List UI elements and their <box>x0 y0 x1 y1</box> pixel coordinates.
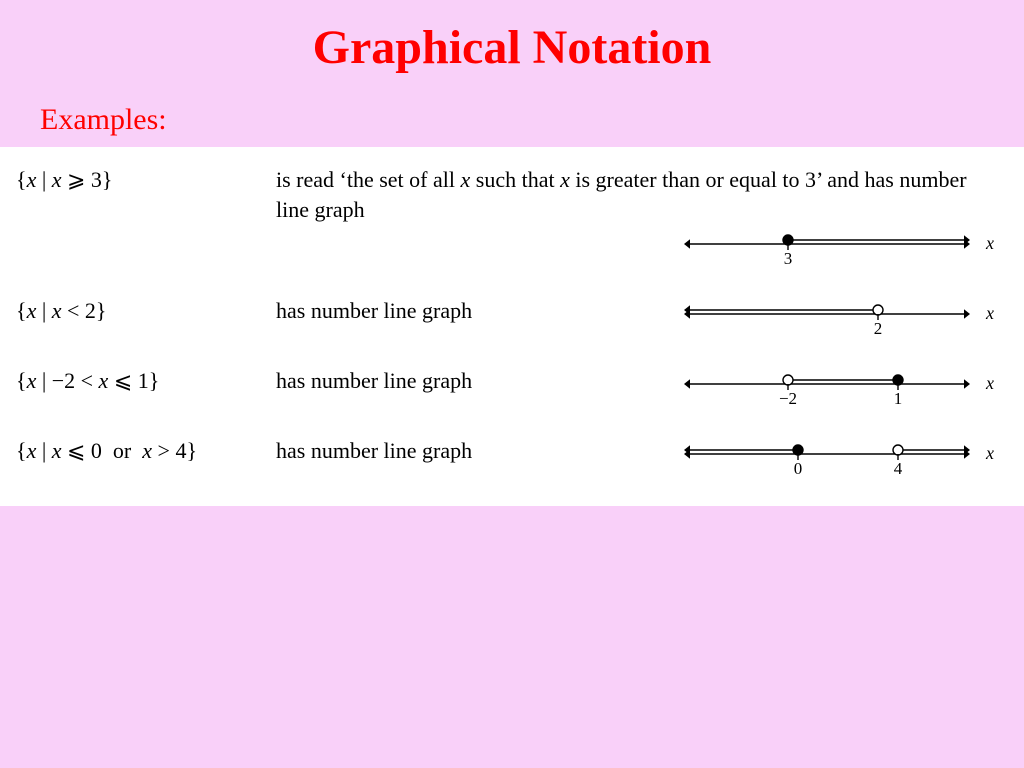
description-text: has number line graph <box>276 296 668 326</box>
description-and-graph: is read ‘the set of all x such that x is… <box>276 165 1008 276</box>
slide: Graphical Notation Examples: {x | x ⩾ 3}… <box>0 0 1024 768</box>
example-row: {x | −2 < x ⩽ 1}has number line graph −2 1… <box>16 366 1008 416</box>
set-notation: {x | x ⩾ 3} <box>16 165 276 193</box>
number-line-graph: 3x <box>668 226 1008 276</box>
svg-text:x: x <box>985 373 994 393</box>
number-line-container: 2x <box>668 296 1008 346</box>
svg-text:−2: −2 <box>779 389 797 408</box>
description-text: has number line graph <box>276 366 668 396</box>
svg-text:2: 2 <box>874 319 883 338</box>
svg-text:1: 1 <box>894 389 903 408</box>
svg-text:x: x <box>985 443 994 463</box>
svg-text:4: 4 <box>894 459 903 478</box>
svg-text:0: 0 <box>794 459 803 478</box>
set-notation: {x | x < 2} <box>16 296 276 324</box>
set-notation: {x | −2 < x ⩽ 1} <box>16 366 276 394</box>
example-row: {x | x < 2}has number line graph2x <box>16 296 1008 346</box>
examples-panel: {x | x ⩾ 3}is read ‘the set of all x suc… <box>0 147 1024 506</box>
number-line-graph: 0 4 x <box>668 436 1008 486</box>
examples-heading: Examples: <box>0 75 1024 147</box>
number-line-container: 3x <box>668 226 1008 276</box>
svg-text:3: 3 <box>784 249 793 268</box>
set-notation: {x | x ⩽ 0 or x > 4} <box>16 436 276 464</box>
slide-title: Graphical Notation <box>0 0 1024 75</box>
description-text: has number line graph <box>276 436 668 466</box>
svg-text:x: x <box>985 303 994 323</box>
example-row: {x | x ⩽ 0 or x > 4}has number line grap… <box>16 436 1008 486</box>
number-line-container: −2 1 x <box>668 366 1008 416</box>
number-line-graph: 2x <box>668 296 1008 346</box>
svg-text:x: x <box>985 233 994 253</box>
number-line-container: 0 4 x <box>668 436 1008 486</box>
description-text: is read ‘the set of all x such that x is… <box>276 165 1008 224</box>
example-row: {x | x ⩾ 3}is read ‘the set of all x suc… <box>16 165 1008 276</box>
number-line-graph: −2 1 x <box>668 366 1008 416</box>
